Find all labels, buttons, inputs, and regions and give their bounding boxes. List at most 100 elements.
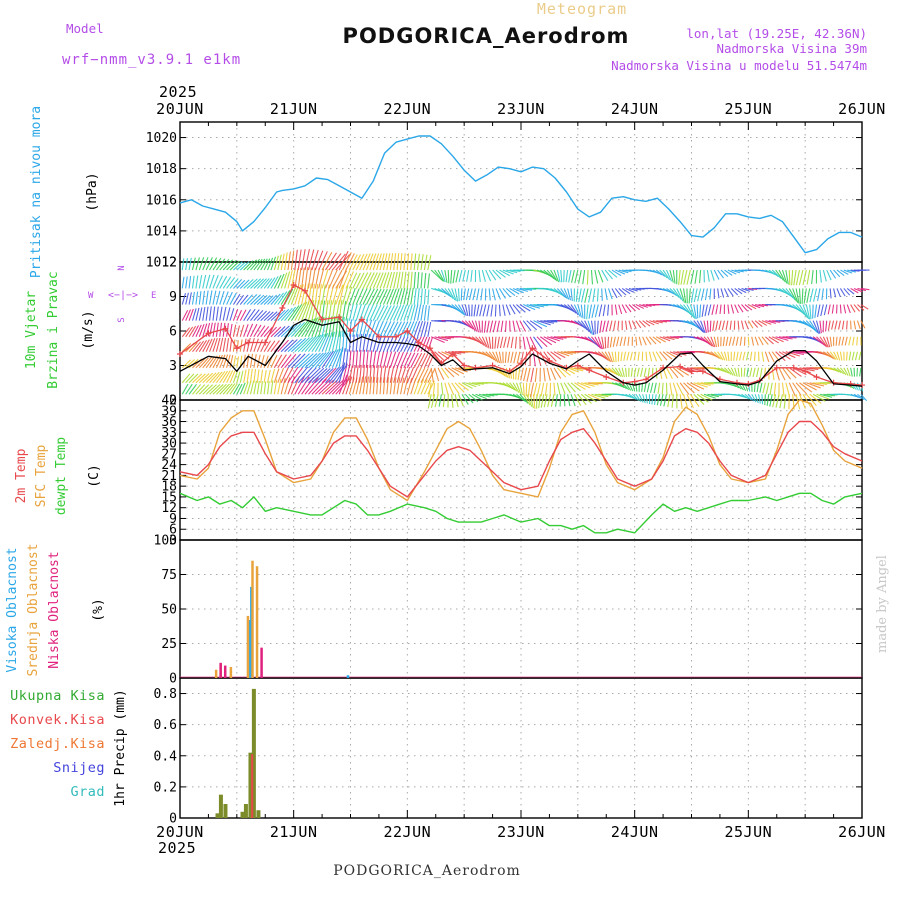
precip-bar-total (244, 804, 248, 818)
wind-arrow (853, 337, 854, 346)
model-elevation-text: Nadmorska Visina u modelu 51.5474m (611, 58, 867, 73)
wind-arrow (814, 288, 817, 301)
wind-arrow (619, 305, 622, 314)
precip-unit: 1hr Precip (mm) (113, 689, 128, 806)
wind-arrow (237, 326, 240, 337)
wind-arrow (643, 337, 647, 345)
wind-arrow (268, 381, 270, 394)
wind-arrow (523, 383, 524, 396)
wind-arrow (710, 321, 711, 332)
wind-arrow (724, 288, 728, 297)
wind-arrow (484, 321, 485, 333)
wind-arrow (569, 270, 571, 282)
wind-arrow (503, 305, 505, 316)
wind-arrow (579, 270, 582, 284)
wind-arrow (387, 305, 395, 320)
wind-arrow (383, 351, 387, 367)
wind-arrow (822, 288, 823, 300)
wind-arrow (424, 273, 425, 289)
wind-arrow (839, 337, 841, 346)
wind-arrow (544, 394, 547, 407)
wind-arrow (193, 258, 196, 270)
wind-arrow (210, 306, 212, 320)
wind-arrow (707, 270, 709, 282)
wind-arrow (443, 394, 445, 407)
wind-arrow (762, 352, 764, 362)
wind-arrow (383, 321, 390, 336)
x-label-bottom: 22JUN (384, 823, 432, 841)
wind-arrow (421, 272, 422, 288)
wind-arrow (610, 337, 612, 348)
wind-arrow (658, 383, 660, 394)
wind-arrow (407, 353, 414, 368)
cloud-bar-high (347, 675, 350, 678)
wind-arrow (305, 267, 308, 288)
panel-label: dewpt Temp (54, 437, 69, 515)
wind-arrow (755, 337, 758, 346)
wind-arrow (264, 382, 266, 395)
wind-arrow (728, 352, 729, 361)
wind-arrow (452, 394, 453, 408)
wind-arrow (847, 352, 848, 361)
year-bottom: 2025 (158, 839, 196, 857)
wind-arrow (390, 322, 398, 337)
wind-arrow (199, 275, 201, 288)
wind-arrow (859, 352, 861, 360)
wind-arrow (481, 288, 482, 300)
wind-arrow (196, 308, 199, 321)
wind-arrow (356, 288, 363, 304)
wind-arrow (597, 321, 598, 334)
wind-arrow (837, 288, 840, 296)
wind-arrow (820, 270, 821, 283)
wind-arrow (261, 370, 263, 383)
wind-arrow (288, 252, 290, 270)
wind-arrow (639, 337, 641, 346)
wind-arrow (823, 270, 826, 281)
wind-arrow (608, 305, 609, 316)
wind-arrow (564, 394, 565, 406)
wind-arrow (480, 305, 483, 317)
chart-subtitle: Meteogram (537, 0, 627, 18)
wind-arrow (411, 253, 412, 270)
compass-glyph: <−|−> (108, 290, 138, 301)
wind-arrow (587, 270, 588, 285)
wind-arrow (740, 352, 742, 361)
model-label: Model (66, 21, 104, 36)
wind-arrow (511, 352, 513, 363)
wind-arrow (189, 292, 191, 304)
wind-arrow (680, 394, 682, 409)
wind-arrow (807, 270, 810, 284)
wind-arrow (220, 338, 223, 352)
wind-arrow (712, 305, 714, 315)
y-tick-label: 9 (169, 290, 177, 305)
panels-layer: 1012101410161018102003691236912151821242… (5, 100, 886, 841)
wind-arrow (491, 305, 493, 317)
wind-arrow (356, 365, 358, 382)
x-label-top: 24JUN (611, 100, 659, 118)
wind-arrow (547, 368, 550, 381)
wind-arrow (762, 394, 763, 404)
wind-arrow (770, 383, 772, 395)
wind-arrow (691, 270, 694, 284)
cloud-bar-mid (251, 561, 254, 678)
wind-arrow (593, 288, 595, 302)
y-tick-label: 0 (169, 672, 177, 687)
precip-bar-total (241, 812, 245, 818)
wind-arrow (505, 352, 506, 363)
wind-arrow (445, 383, 448, 395)
precip-bar-total (256, 810, 260, 818)
y-tick-label: 50 (161, 603, 177, 618)
wind-arrow (832, 321, 834, 330)
wind-arrow (458, 288, 459, 301)
wind-arrow (618, 321, 619, 331)
wind-arrow (720, 305, 721, 314)
y-tick-label: 6 (169, 325, 177, 340)
wind-arrow (495, 305, 496, 317)
precip-legend-item: Zaledj.Kisa (10, 736, 105, 752)
wind-arrow (566, 270, 568, 282)
wind-arrow (199, 307, 202, 320)
wind-arrow (614, 321, 616, 331)
